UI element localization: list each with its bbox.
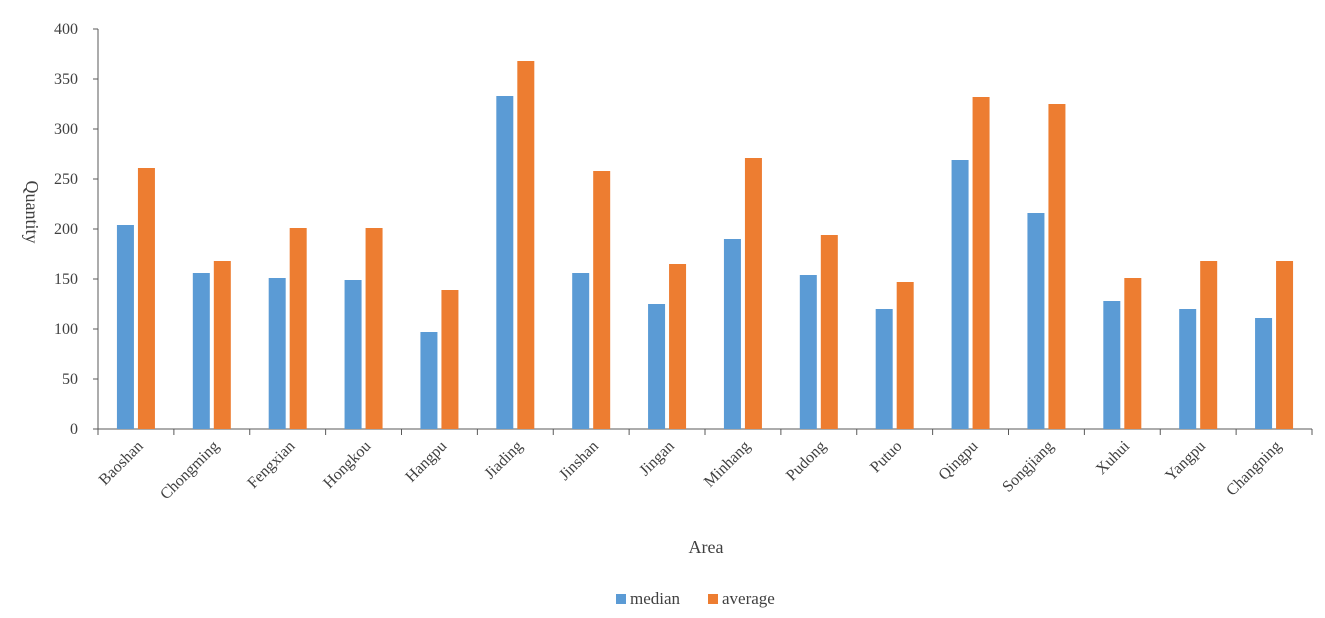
bar-median-jinshan bbox=[572, 273, 590, 429]
x-tick-label: Putuo bbox=[867, 438, 905, 476]
bar-median-hongkou bbox=[344, 280, 362, 429]
bar-average-hangpu bbox=[441, 290, 459, 429]
legend-swatch-median bbox=[616, 594, 626, 604]
bar-median-yangpu bbox=[1179, 309, 1197, 429]
x-tick-label: Jingan bbox=[636, 438, 678, 480]
bar-median-baoshan bbox=[116, 225, 134, 429]
y-tick-label: 250 bbox=[54, 171, 78, 188]
x-tick-label: Minhang bbox=[701, 438, 754, 491]
y-tick-label: 50 bbox=[62, 371, 78, 388]
bar-median-songjiang bbox=[1027, 213, 1045, 429]
bar-average-qingpu bbox=[972, 97, 990, 429]
legend-label-average: average bbox=[722, 589, 775, 608]
bar-median-pudong bbox=[799, 275, 817, 429]
bar-average-baoshan bbox=[137, 168, 155, 429]
y-tick-label: 200 bbox=[54, 221, 78, 238]
bar-median-jiading bbox=[496, 96, 514, 429]
bar-median-putuo bbox=[875, 309, 893, 429]
x-tick-label: Qingpu bbox=[935, 438, 981, 484]
bar-average-putuo bbox=[896, 282, 914, 429]
bar-average-changning bbox=[1276, 261, 1294, 429]
bar-median-xuhui bbox=[1103, 301, 1121, 429]
bar-median-hangpu bbox=[420, 332, 438, 429]
bar-median-minhang bbox=[723, 239, 741, 429]
x-tick-label: Xuhui bbox=[1093, 437, 1134, 478]
bar-average-chongming bbox=[213, 261, 231, 429]
y-tick-label: 350 bbox=[54, 71, 78, 88]
bar-average-hongkou bbox=[365, 228, 383, 429]
bar-average-songjiang bbox=[1048, 104, 1066, 429]
x-axis-title: Area bbox=[689, 537, 724, 557]
x-tick-label: Hongkou bbox=[320, 438, 374, 492]
bar-median-chongming bbox=[192, 273, 210, 429]
x-tick-label: Hangpu bbox=[402, 438, 450, 486]
bar-average-fengxian bbox=[289, 228, 307, 429]
x-tick-label: Jinshan bbox=[556, 438, 602, 484]
bar-average-minhang bbox=[744, 158, 762, 429]
x-tick-label: Pudong bbox=[783, 438, 830, 485]
bar-median-qingpu bbox=[951, 160, 969, 429]
bar-average-jinshan bbox=[593, 171, 611, 429]
bar-average-xuhui bbox=[1124, 278, 1142, 429]
bar-median-jingan bbox=[648, 304, 666, 429]
legend-label-median: median bbox=[630, 589, 681, 608]
legend-swatch-average bbox=[708, 594, 718, 604]
bar-average-jiading bbox=[517, 61, 535, 429]
legend: median average bbox=[616, 589, 775, 608]
x-axis: Baoshan Chongming Fengxian Hongkou Hangpu Jia… bbox=[96, 428, 1313, 503]
bar-average-jingan bbox=[669, 264, 687, 429]
bar-average-pudong bbox=[820, 235, 838, 429]
x-tick-label: Fengxian bbox=[244, 438, 298, 492]
y-axis-title: Quantity bbox=[22, 181, 42, 244]
y-axis: 0 50 100 150 200 250 300 350 400 bbox=[54, 21, 99, 438]
bar-average-yangpu bbox=[1200, 261, 1218, 429]
x-tick-label: Changning bbox=[1223, 438, 1285, 500]
x-tick-label: Jiading bbox=[481, 438, 526, 483]
y-tick-label: 300 bbox=[54, 121, 78, 138]
y-tick-label: 400 bbox=[54, 21, 78, 38]
bar-median-changning bbox=[1255, 318, 1273, 429]
bar-median-fengxian bbox=[268, 278, 286, 429]
x-tick-label: Songjiang bbox=[999, 438, 1057, 496]
y-tick-label: 0 bbox=[70, 421, 78, 438]
x-tick-label: Yangpu bbox=[1162, 438, 1209, 485]
bars bbox=[116, 61, 1294, 429]
y-tick-label: 100 bbox=[54, 321, 78, 338]
y-tick-label: 150 bbox=[54, 271, 78, 288]
x-tick-label: Baoshan bbox=[96, 438, 147, 489]
x-tick-label: Chongming bbox=[157, 438, 222, 503]
